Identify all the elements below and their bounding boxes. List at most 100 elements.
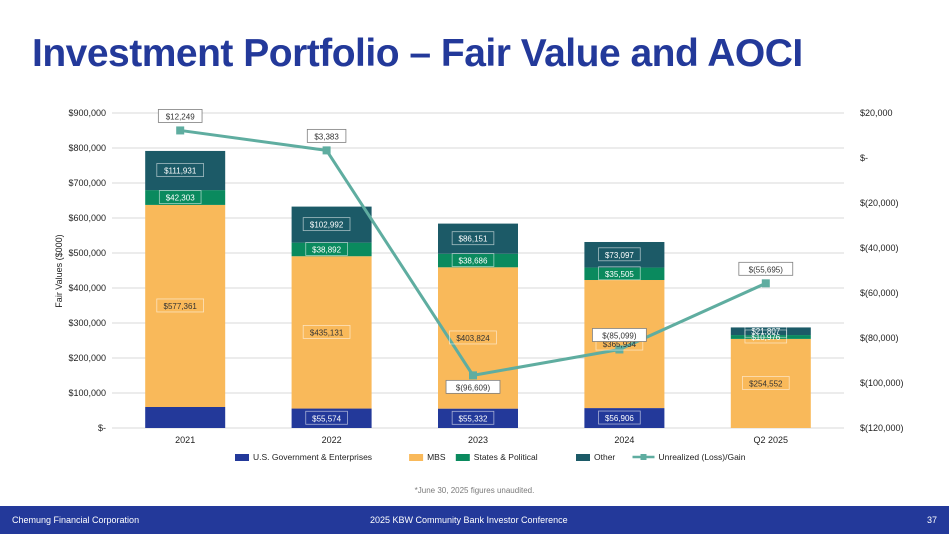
data-label-box — [598, 410, 641, 425]
data-label: $577,361 — [164, 302, 198, 311]
data-label-box — [156, 298, 205, 313]
x-tick-label: 2024 — [614, 435, 634, 445]
bar-segment — [584, 241, 665, 268]
chart-legend: U.S. Government & Enterprises MBS States &… — [235, 452, 746, 462]
data-label: $56,906 — [605, 414, 634, 423]
y-tick-label: $100,000 — [68, 388, 106, 398]
line-label: $(85,099) — [602, 331, 637, 340]
y-tick-label: $700,000 — [68, 178, 106, 188]
bar-segment — [584, 280, 665, 409]
data-label-box — [742, 376, 790, 390]
x-tick-label: 2021 — [175, 435, 195, 445]
line-label: $3,383 — [314, 132, 339, 141]
line-point — [322, 146, 331, 155]
legend-label: Other — [594, 452, 615, 462]
data-label: $35,505 — [605, 270, 634, 279]
line-point — [469, 371, 477, 380]
data-label: $435,131 — [310, 328, 344, 337]
data-label-box — [302, 217, 351, 232]
legend-label: MBS — [427, 452, 446, 462]
unrealized-line — [176, 126, 770, 380]
slide-title: Investment Portfolio – Fair Value and AO… — [32, 32, 803, 75]
data-label: $102,992 — [310, 221, 344, 230]
x-tick-label: 2022 — [322, 435, 342, 445]
legend-swatch — [235, 454, 249, 461]
data-label-box — [451, 253, 495, 267]
page-number: 37 — [926, 515, 937, 525]
y2-tick-label: $(60,000) — [860, 288, 899, 298]
data-label-box — [158, 190, 202, 204]
data-label: $254,552 — [749, 379, 783, 388]
line-label-box — [306, 128, 347, 143]
y-tick-label: $500,000 — [68, 248, 106, 258]
bar-segment — [438, 253, 518, 268]
legend-swatch — [576, 454, 590, 461]
y-tick-label: $800,000 — [68, 143, 106, 153]
y-axis-title: Fair Values ($000) — [54, 234, 64, 307]
footer-conference: 2025 KBW Community Bank Investor Confere… — [370, 515, 568, 525]
data-label-box — [449, 330, 497, 345]
data-label: $111,931 — [164, 167, 197, 176]
data-label-box — [451, 231, 495, 246]
line-label: $(96,609) — [456, 383, 491, 392]
data-label-box — [305, 242, 348, 256]
bar-segment — [291, 206, 372, 243]
line-point — [761, 279, 770, 288]
x-tick-label: Q2 2025 — [754, 435, 789, 445]
y-tick-label: $400,000 — [68, 283, 106, 293]
y2-tick-label: $(20,000) — [860, 198, 899, 208]
data-label-box — [305, 410, 348, 425]
y2-tick-label: $20,000 — [860, 108, 893, 118]
legend-label: Unrealized (Loss)/Gain — [659, 452, 746, 462]
bar-segment — [145, 150, 226, 191]
stacked-bars — [145, 150, 811, 428]
data-label-box — [451, 410, 495, 425]
y2-tick-label: $- — [860, 153, 868, 163]
bar-segment — [730, 338, 811, 428]
y2-tick-label: $(100,000) — [860, 378, 904, 388]
data-label: $73,097 — [605, 251, 634, 260]
data-label: $38,892 — [312, 245, 341, 254]
line-label: $(55,695) — [749, 265, 784, 274]
footnote: *June 30, 2025 figures unaudited. — [414, 486, 535, 495]
y2-tick-label: $(80,000) — [860, 333, 899, 343]
y2-tick-label: $(120,000) — [860, 423, 904, 433]
data-labels: $577,361 $42,303 $111,931 $55,574 $435,131 $3… — [156, 109, 794, 425]
line-label: $12,249 — [166, 112, 195, 121]
footer-bar: Chemung Financial Corporation 2025 KBW C… — [0, 506, 949, 534]
primary-y-axis: $- $100,000 $200,000 $300,000 $400,000 $500,0… — [68, 108, 106, 433]
x-axis: 2021 2022 2023 2024 Q2 2025 — [175, 435, 788, 445]
legend-label: States & Political — [474, 452, 538, 462]
line-label-box — [738, 261, 794, 276]
bar-segment — [145, 407, 226, 428]
data-label-box — [156, 163, 205, 177]
bar-segment — [584, 267, 665, 281]
line-label-box — [445, 379, 501, 394]
data-label-box — [598, 266, 641, 281]
bar-segment — [145, 190, 226, 205]
secondary-y-axis: $(120,000) $(100,000) $(80,000) $(60,000) $(… — [860, 108, 904, 433]
data-label: $55,332 — [459, 414, 488, 423]
data-label: $42,303 — [166, 194, 195, 203]
x-tick-label: 2023 — [468, 435, 488, 445]
footer-company: Chemung Financial Corporation — [12, 515, 140, 525]
bar-segment — [438, 408, 518, 428]
data-label: $38,686 — [459, 257, 488, 266]
legend-swatch — [455, 454, 470, 461]
line-label-box — [157, 109, 203, 123]
data-label: $21,807 — [751, 327, 780, 336]
legend-swatch — [409, 454, 424, 461]
fair-value-aoci-chart: $- $100,000 $200,000 $300,000 $400,000 $500,0… — [54, 108, 904, 462]
y-tick-label: $300,000 — [68, 318, 106, 328]
data-label-box — [302, 325, 351, 339]
data-label-box — [744, 323, 788, 338]
data-label-box — [598, 247, 641, 262]
bar-segment — [730, 327, 811, 336]
legend-line-marker — [640, 454, 647, 460]
legend-label: U.S. Government & Enterprises — [253, 452, 372, 462]
bar-segment — [291, 408, 372, 428]
bar-segment — [291, 242, 372, 257]
y2-tick-label: $(40,000) — [860, 243, 899, 253]
bar-segment — [291, 256, 372, 409]
y-tick-label: $600,000 — [68, 213, 106, 223]
